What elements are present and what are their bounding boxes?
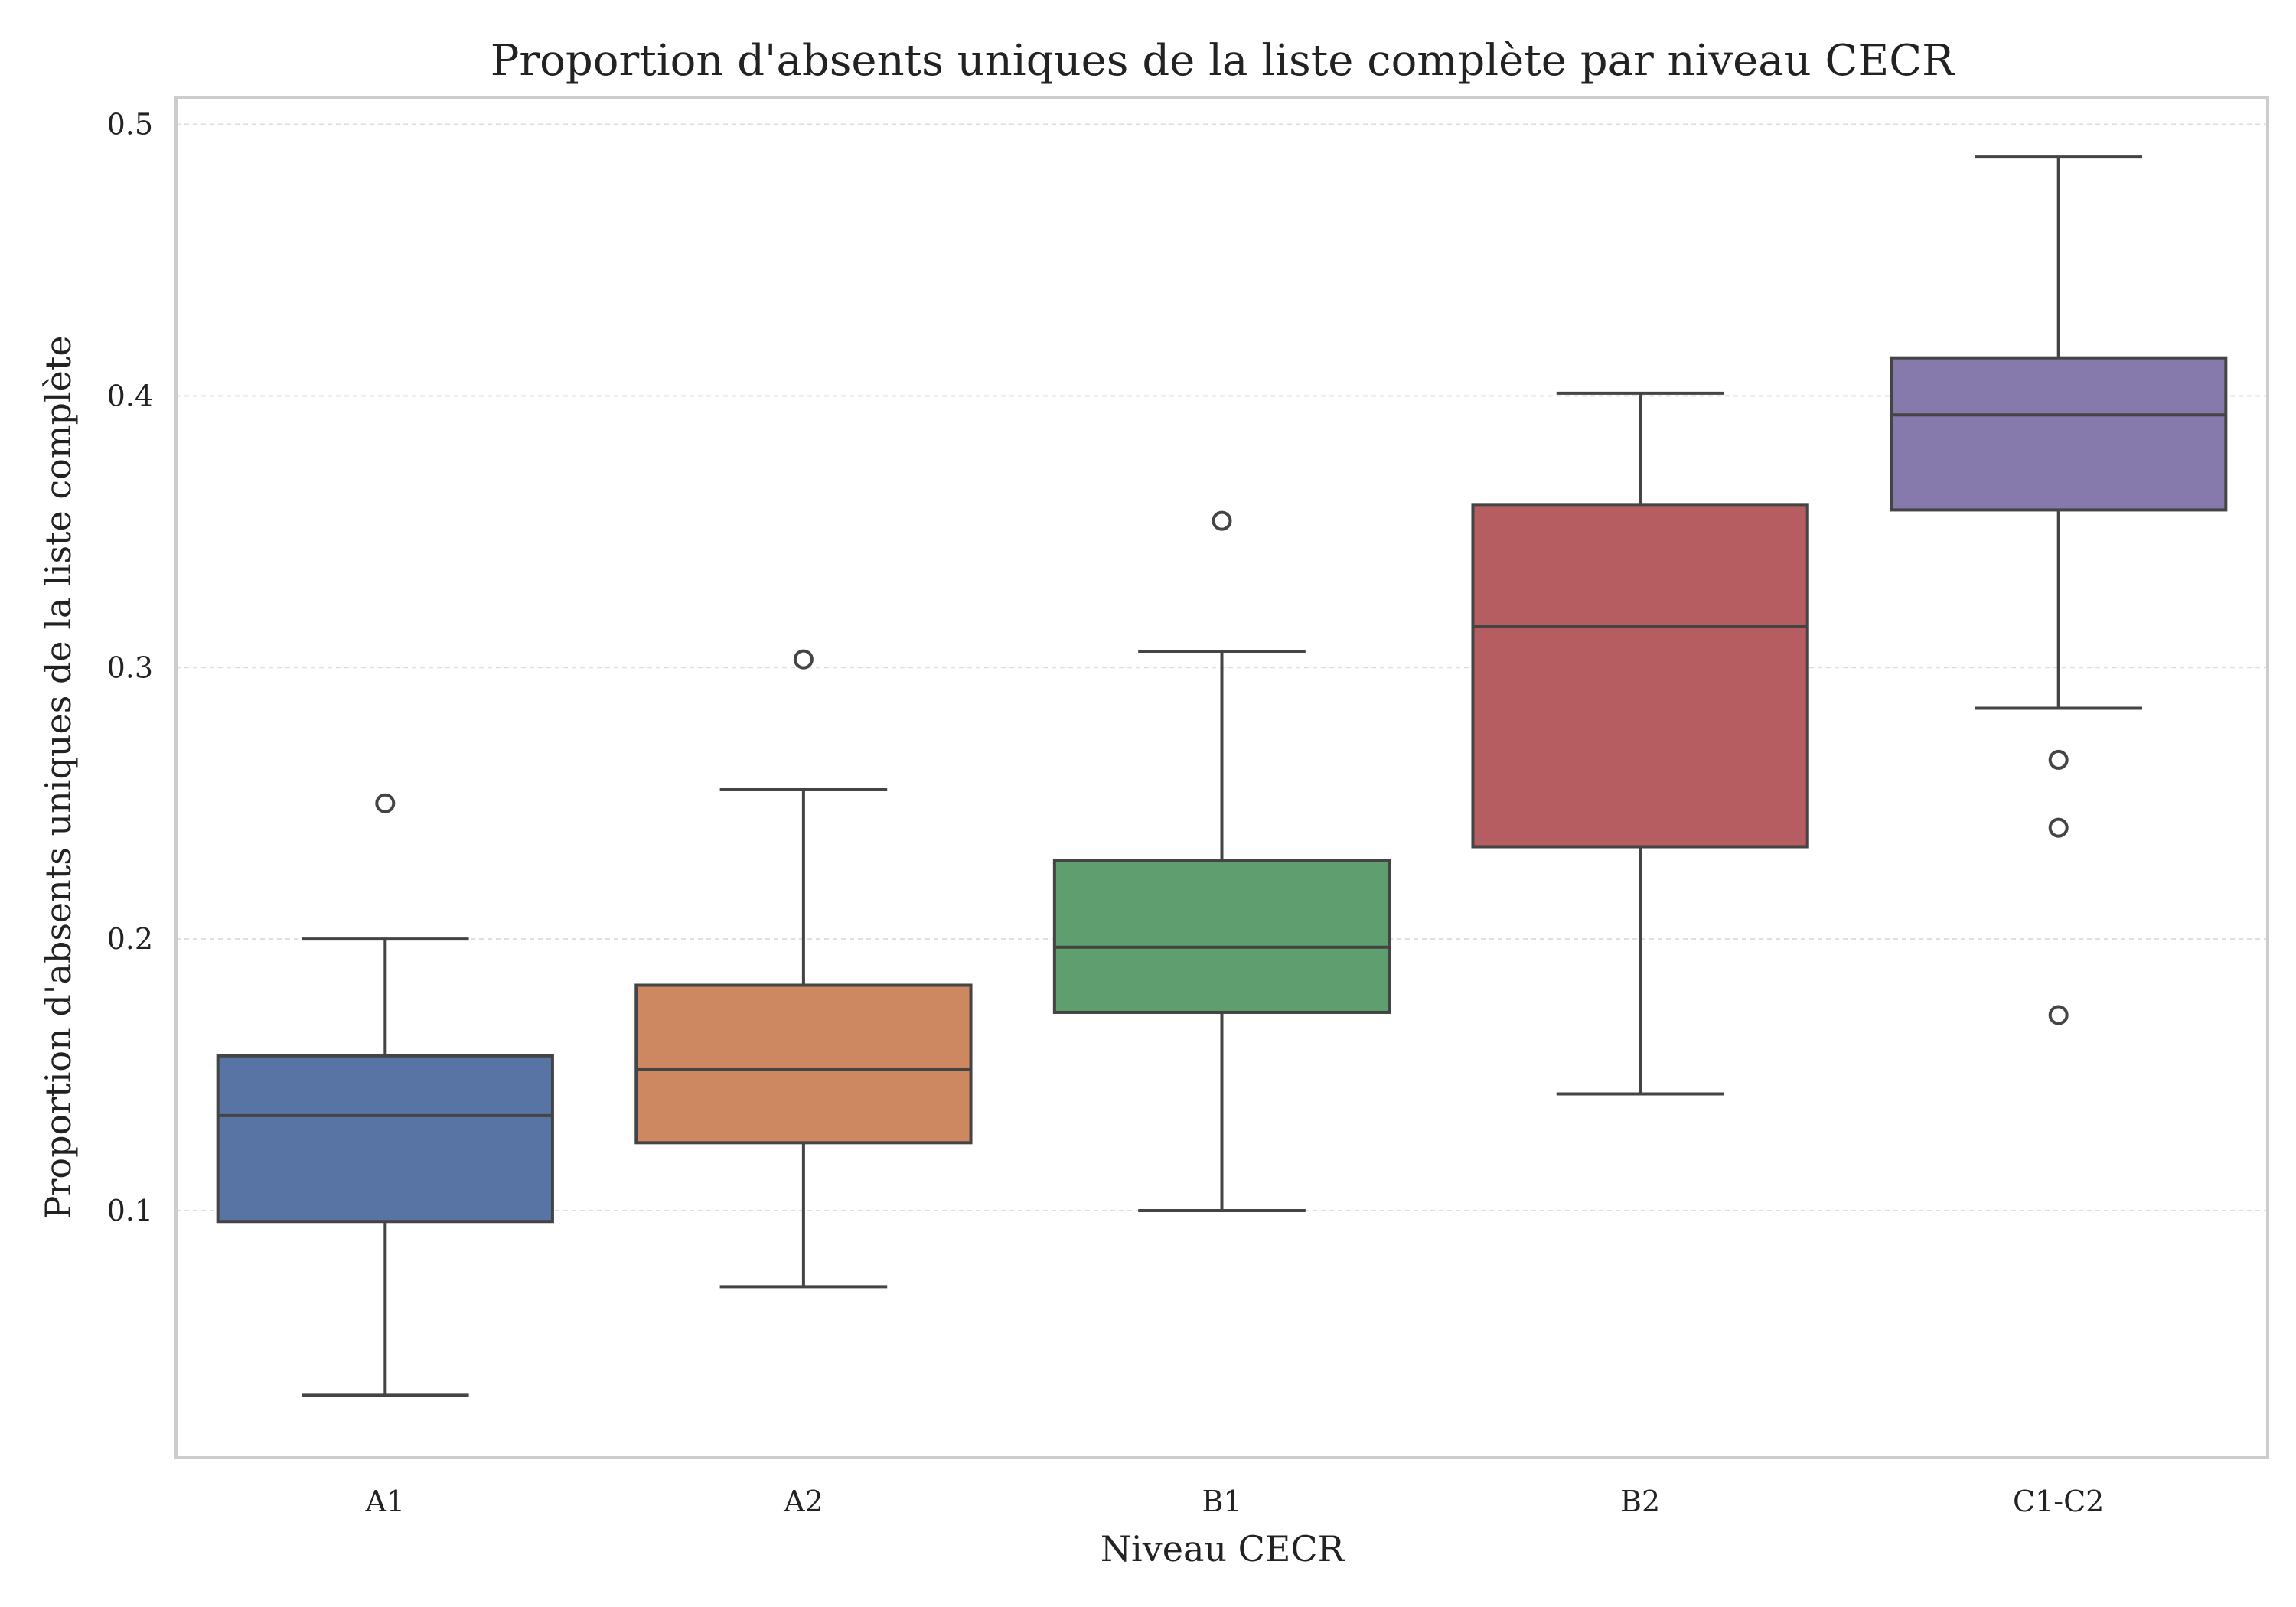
outlier-point <box>2048 749 2069 770</box>
outlier-point <box>375 793 396 813</box>
outlier-point <box>1212 510 1232 531</box>
x-tick-label: C1-C2 <box>2013 1485 2104 1518</box>
box-group-a1 <box>216 793 554 1397</box>
iqr-box <box>1471 503 1809 849</box>
iqr-box <box>1052 859 1391 1014</box>
y-tick-label: 0.5 <box>107 107 153 141</box>
chart-title: Proportion d'absents uniques de la liste… <box>491 36 1955 86</box>
y-tick-label: 0.2 <box>107 922 153 956</box>
y-tick-labels: 0.1 0.2 0.3 0.4 0.5 <box>107 107 153 1227</box>
x-tick-label: A1 <box>364 1485 405 1518</box>
outlier-point <box>2048 817 2069 838</box>
box-layer <box>216 155 2228 1397</box>
outlier-point <box>2048 1005 2069 1025</box>
box-group-b2 <box>1471 391 1809 1096</box>
x-tick-label: A2 <box>783 1485 823 1518</box>
y-tick-label: 0.3 <box>107 650 153 684</box>
plot-frame <box>174 96 2269 1459</box>
outlier-point <box>793 649 814 670</box>
y-tick-label: 0.1 <box>107 1194 153 1227</box>
x-tick-label: B2 <box>1620 1485 1660 1518</box>
x-axis-label: Niveau CECR <box>1101 1528 1345 1570</box>
iqr-box <box>1890 356 2228 512</box>
box-group-b1 <box>1052 510 1391 1213</box>
x-tick-label: B1 <box>1202 1485 1241 1518</box>
y-axis-label: Proportion d'absents uniques de la liste… <box>38 335 79 1219</box>
x-tick-labels: A1 A2 B1 B2 C1-C2 <box>364 1485 2104 1518</box>
iqr-box <box>634 983 973 1145</box>
y-tick-label: 0.4 <box>107 379 153 412</box>
box-group-c1-c2 <box>1890 155 2228 1025</box>
box-group-a2 <box>634 649 973 1289</box>
iqr-box <box>216 1054 554 1224</box>
